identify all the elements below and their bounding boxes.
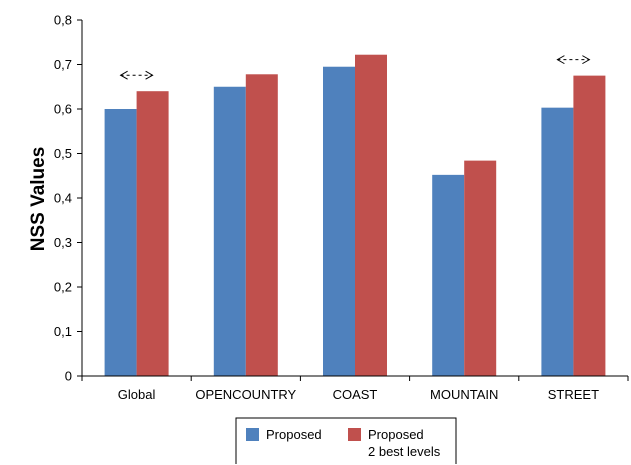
y-tick-label: 0,8 (54, 13, 72, 28)
bar-proposed-2-best-coast (355, 54, 387, 377)
y-tick-label: 0,2 (54, 280, 72, 295)
bar-proposed-coast (323, 66, 355, 376)
y-tick-label: 0,1 (54, 324, 72, 339)
bar-proposed-global (104, 109, 137, 376)
legend-label: Proposed (266, 427, 322, 442)
double-arrow-annotation (119, 70, 154, 80)
bar-proposed-2-best-global (136, 91, 169, 376)
y-tick-label: 0,6 (54, 102, 72, 117)
bar-proposed-mountain (432, 174, 465, 376)
y-tick-label: 0 (65, 369, 72, 384)
double-arrow-annotation (556, 55, 591, 65)
bar-proposed-2-best-opencountry (245, 74, 278, 376)
bars (104, 54, 606, 377)
legend: Proposed Proposed 2 best levels (235, 417, 457, 464)
annotations (119, 55, 591, 80)
y-tick-label: 0,4 (54, 191, 72, 206)
legend-swatch-proposed-2-best (348, 428, 361, 441)
x-tick-label: MOUNTAIN (430, 387, 498, 402)
x-tick-label: STREET (548, 387, 599, 402)
y-axis: 0 0,1 0,2 0,3 0,4 0,5 0,6 0,7 0,8 (54, 13, 83, 384)
y-tick-label: 0,5 (54, 146, 72, 161)
bar-proposed-opencountry (213, 86, 246, 376)
y-axis-label: NSS Values (28, 147, 49, 252)
bar-proposed-street (541, 107, 574, 376)
legend-label: Proposed (368, 427, 424, 442)
bar-proposed-2-best-mountain (464, 160, 497, 376)
y-tick-label: 0,7 (54, 57, 72, 72)
bar-proposed-2-best-street (573, 75, 606, 376)
legend-label: 2 best levels (368, 444, 441, 459)
y-tick-label: 0,3 (54, 235, 72, 250)
x-tick-label: COAST (333, 387, 378, 402)
legend-swatch-proposed (246, 428, 259, 441)
legend-box (235, 417, 457, 464)
x-axis: Global OPENCOUNTRY COAST MOUNTAIN STREET (81, 375, 629, 402)
x-tick-label: Global (118, 387, 156, 402)
x-tick-label: OPENCOUNTRY (195, 387, 296, 402)
